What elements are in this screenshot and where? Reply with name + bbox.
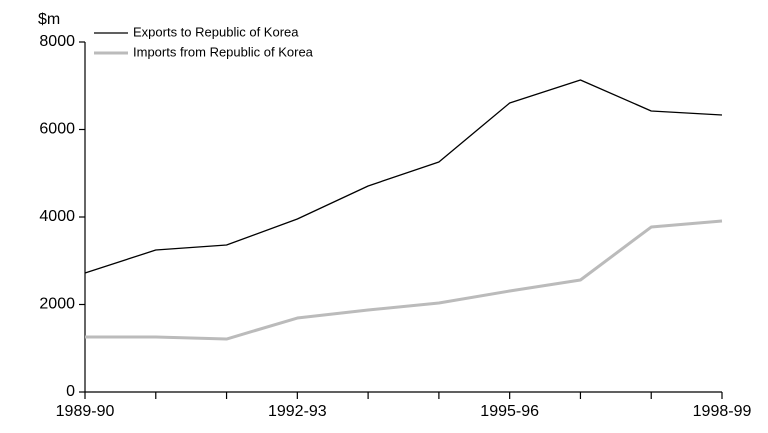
x-tick-label: 1995-96 xyxy=(480,403,539,420)
series-line xyxy=(85,219,723,341)
y-tick-label: 2000 xyxy=(39,296,75,313)
legend-label: Imports from Republic of Korea xyxy=(133,44,314,59)
y-tick-label: 6000 xyxy=(39,121,75,138)
x-tick-label: 1992-93 xyxy=(268,403,327,420)
legend-label: Exports to Republic of Korea xyxy=(133,24,299,39)
y-axis-label: $m xyxy=(38,11,60,28)
series-line xyxy=(84,79,723,274)
y-tick-label: 4000 xyxy=(39,208,75,225)
y-tick-label: 0 xyxy=(66,383,75,400)
y-tick-label: 8000 xyxy=(39,33,75,50)
x-tick-label: 1989-90 xyxy=(56,403,115,420)
x-tick-label: 1998-99 xyxy=(693,403,752,420)
